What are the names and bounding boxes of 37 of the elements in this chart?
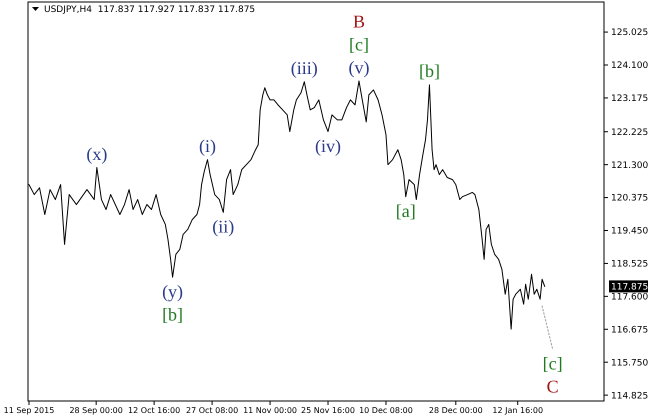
x-tick-label: 12 Jan 16:00 — [492, 406, 544, 415]
y-tick-label: 124.100 — [611, 61, 648, 72]
x-tick-label: 25 Nov 16:00 — [301, 406, 355, 415]
y-tick-label: 125.025 — [611, 28, 648, 38]
annotation: (x) — [86, 144, 108, 164]
x-tick-label: 10 Dec 08:00 — [359, 406, 413, 415]
annotation: B — [352, 11, 365, 32]
y-tick-label: 122.225 — [611, 128, 648, 138]
y-tick-label: 121.300 — [611, 160, 648, 171]
x-tick-label: 28 Sep 00:00 — [69, 406, 123, 415]
y-tick-label: 114.825 — [611, 391, 648, 402]
y-tick-label: 120.375 — [611, 194, 648, 204]
x-tick-label: 11 Sep 2015 — [4, 406, 54, 415]
annotation: (ii) — [212, 216, 234, 237]
x-tick-label: 27 Oct 08:00 — [186, 406, 238, 415]
annotation: (v) — [348, 57, 370, 78]
annotation: (i) — [198, 136, 216, 156]
annotation: (y) — [162, 281, 184, 302]
x-tick-label: 11 Nov 00:00 — [243, 406, 298, 415]
x-tick-label: 28 Dec 00:00 — [428, 406, 483, 415]
y-tick-label: 116.675 — [611, 325, 648, 336]
y-tick-label: 123.175 — [611, 94, 648, 104]
annotation: [c] — [542, 353, 563, 374]
y-tick-label: 118.525 — [611, 260, 648, 270]
y-tick-label: 117.600 — [611, 292, 648, 303]
y-tick-label: 115.750 — [611, 358, 648, 368]
annotation: [c] — [348, 34, 369, 54]
annotation: [b] — [418, 61, 440, 82]
y-tick-label: 119.450 — [611, 226, 648, 237]
chart-title: USDJPY,H4 117.837 117.927 117.837 117.875 — [44, 5, 256, 15]
annotation: [a] — [396, 200, 416, 221]
annotation: C — [546, 376, 559, 396]
annotation: (iii) — [290, 58, 318, 78]
annotation: (iv) — [315, 136, 342, 156]
annotation: [b] — [162, 304, 184, 324]
x-tick-label: 12 Oct 16:00 — [128, 406, 180, 415]
text: 117.875 — [611, 282, 648, 293]
